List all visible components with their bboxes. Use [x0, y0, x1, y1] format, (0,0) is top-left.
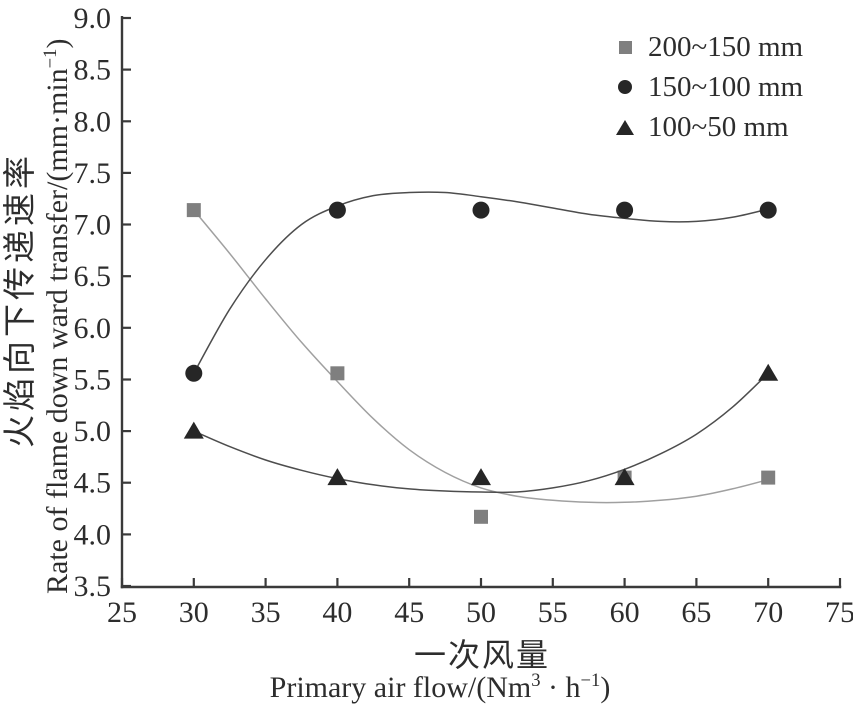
- x-axis-title-english: Primary air flow/(Nm3 · h−1): [140, 671, 740, 705]
- y-axis-tick-labels: 3.5 4.0 4.5 5.0 5.5 6.0 6.5 7.0 7.5 8.0 8.5 9.0: [74, 2, 112, 603]
- series-150-100-point: [328, 201, 346, 219]
- series-150-100-point: [472, 201, 490, 219]
- svg-text:8.5: 8.5: [74, 54, 112, 87]
- series-200-150-point: [474, 509, 488, 524]
- x-axis-title-superscript-minus1: −1: [580, 670, 601, 691]
- svg-text:45: 45: [394, 596, 424, 629]
- svg-text:40: 40: [322, 596, 352, 629]
- series-150-100-point: [759, 201, 777, 219]
- series-150-100-fit-curve: [193, 191, 769, 374]
- series-100-50-point: [327, 468, 348, 486]
- series-100-50-point: [183, 421, 204, 439]
- series-200-150-point: [330, 366, 345, 381]
- x-axis-title-close: ): [600, 671, 611, 704]
- svg-text:4.5: 4.5: [74, 467, 112, 500]
- svg-text:7.0: 7.0: [74, 209, 112, 242]
- x-axis-title-mid: · h: [540, 671, 581, 704]
- svg-text:25: 25: [107, 596, 137, 629]
- svg-text:35: 35: [251, 596, 281, 629]
- legend: 200~150 mm 150~100 mm 100~50 mm: [612, 27, 803, 147]
- legend-item-150-100: 150~100 mm: [612, 67, 803, 107]
- svg-text:5.5: 5.5: [74, 364, 112, 397]
- svg-text:7.5: 7.5: [74, 157, 112, 190]
- y-axis-title-text: Rate of flame down ward transfer/(mm·min: [41, 68, 74, 594]
- x-axis-tick-labels: 25 30 35 40 45 50 55 60 65 70 75: [107, 596, 853, 629]
- series-200-150-fit-curve: [193, 209, 769, 504]
- y-axis-title-english: Rate of flame down ward transfer/(mm·min…: [40, 38, 74, 594]
- legend-item-100-50: 100~50 mm: [612, 107, 803, 147]
- series-100-50-point: [614, 468, 635, 486]
- svg-text:30: 30: [179, 596, 209, 629]
- svg-text:9.0: 9.0: [74, 2, 112, 35]
- svg-text:50: 50: [466, 596, 496, 629]
- svg-text:3.5: 3.5: [74, 570, 112, 603]
- square-marker-icon: [612, 40, 638, 54]
- y-axis-ticks: [122, 16, 131, 588]
- svg-text:55: 55: [538, 596, 568, 629]
- svg-text:5.0: 5.0: [74, 415, 112, 448]
- series-200-150-point: [761, 470, 776, 485]
- svg-text:70: 70: [753, 596, 783, 629]
- y-axis-title-close: ): [41, 38, 74, 49]
- svg-text:4.0: 4.0: [74, 518, 112, 551]
- legend-label-200-150: 200~150 mm: [648, 30, 804, 63]
- circle-marker-icon: [612, 80, 638, 94]
- series-150-100-markers: [185, 201, 777, 382]
- svg-text:60: 60: [610, 596, 640, 629]
- x-axis-title-chinese: 一次风量: [413, 637, 550, 673]
- x-axis-ticks: [120, 578, 842, 587]
- svg-text:6.0: 6.0: [74, 312, 112, 345]
- svg-text:75: 75: [825, 596, 853, 629]
- series-100-50-point: [471, 468, 491, 486]
- svg-text:65: 65: [681, 596, 711, 629]
- legend-item-200-150: 200~150 mm: [612, 27, 803, 67]
- series-100-50-markers: [183, 363, 779, 486]
- series-100-50-point: [758, 363, 779, 381]
- legend-label-100-50: 100~50 mm: [648, 110, 789, 143]
- series-150-100-point: [616, 201, 634, 219]
- x-axis-title-text: Primary air flow/(Nm: [269, 671, 532, 704]
- series-200-150-point: [186, 203, 201, 218]
- triangle-marker-icon: [612, 119, 638, 135]
- legend-label-150-100: 150~100 mm: [648, 70, 804, 103]
- y-axis-title-superscript: −1: [40, 48, 61, 69]
- y-axis-title-chinese: 火焰向下传递速率: [3, 152, 39, 448]
- series-100-50-fit-curve: [193, 372, 769, 494]
- svg-text:6.5: 6.5: [74, 260, 112, 293]
- x-axis-title-superscript-3: 3: [531, 670, 541, 691]
- svg-text:8.0: 8.0: [74, 105, 112, 138]
- series-150-100-point: [185, 364, 203, 382]
